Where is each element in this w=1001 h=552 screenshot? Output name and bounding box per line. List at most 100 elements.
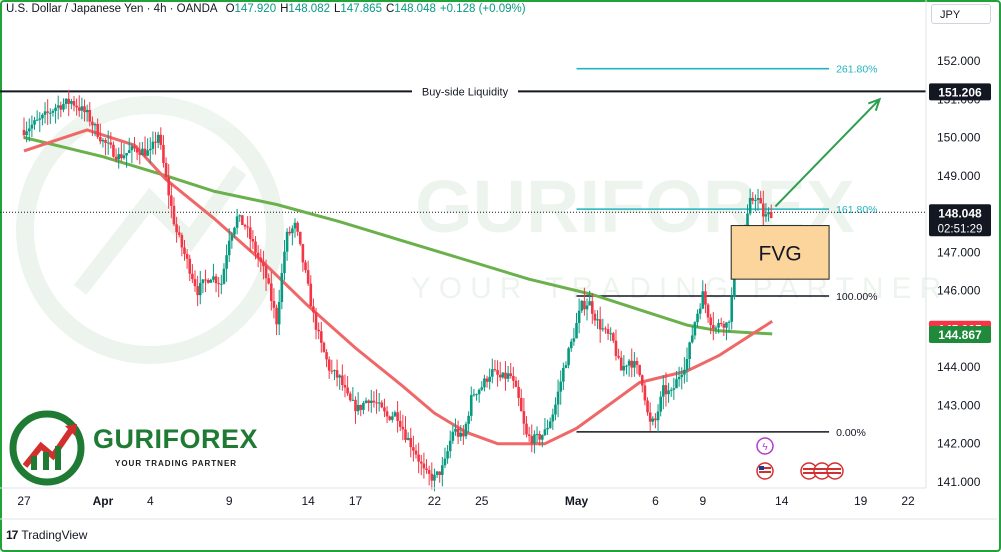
candle-body <box>241 215 244 225</box>
candle-body <box>333 370 336 372</box>
candle-body <box>501 372 505 378</box>
watermark-tagline: YOUR TRADING PARTNER <box>411 272 949 305</box>
candle-body <box>120 154 123 159</box>
candle-body <box>125 152 128 156</box>
candle-body <box>206 280 210 283</box>
candle-body <box>301 244 305 263</box>
candle-body <box>327 359 331 371</box>
candle-body <box>519 397 523 412</box>
candle-body <box>270 283 273 302</box>
candle-body <box>475 394 478 396</box>
candle-body <box>464 423 468 437</box>
footer[interactable]: 17 TradingView <box>6 528 87 542</box>
candle-body <box>138 152 142 156</box>
candle-body <box>567 348 570 366</box>
candle-body <box>67 98 71 104</box>
candle-body <box>22 129 26 136</box>
event-icons[interactable]: ϟ <box>756 437 844 480</box>
candle-body <box>201 279 205 284</box>
candle-body <box>622 365 626 371</box>
candle-body <box>693 322 697 336</box>
candle-body <box>688 342 691 360</box>
candle-body <box>496 370 499 375</box>
watermark-logo <box>16 96 284 364</box>
candle-body <box>188 258 192 274</box>
projection-arrow-head <box>867 97 882 111</box>
annotations: FVG <box>730 97 882 280</box>
candle-body <box>701 291 705 309</box>
candle-body <box>651 418 655 422</box>
candle-body <box>709 317 712 326</box>
candle-body <box>49 112 52 114</box>
time-tick-label: 14 <box>775 494 789 508</box>
candle-body <box>335 370 339 378</box>
candle-body <box>585 305 589 310</box>
symbol-info-bar[interactable]: U.S. Dollar / Japanese Yen · 4h · OANDA … <box>6 3 526 15</box>
candle-body <box>354 399 357 412</box>
candle-body <box>277 302 281 325</box>
candle-body <box>488 376 491 382</box>
candle-body <box>619 357 623 371</box>
price-badge-label: 144.867 <box>938 328 982 342</box>
candle-body <box>459 432 463 437</box>
candle-body <box>469 395 473 416</box>
candle-body <box>640 375 644 386</box>
candle-body <box>33 120 36 125</box>
candle-body <box>433 474 436 481</box>
price-badge-label: 151.206 <box>938 85 982 99</box>
candle-body <box>304 262 307 271</box>
candle-body <box>372 400 376 403</box>
candle-body <box>664 385 668 395</box>
fvg-zone <box>730 225 830 280</box>
candle-body <box>472 394 476 396</box>
price-badge <box>929 325 991 343</box>
candle-body <box>254 241 257 253</box>
candle-body <box>598 319 602 330</box>
candle-body <box>225 255 228 269</box>
candle-body <box>251 238 255 242</box>
candle-body <box>35 119 39 121</box>
candle-body <box>725 322 728 328</box>
candle-body <box>75 105 78 108</box>
candle-body <box>148 148 152 151</box>
candle-body <box>546 427 549 430</box>
candle-body <box>367 400 370 404</box>
candle-body <box>209 279 213 283</box>
candle-body <box>243 224 247 227</box>
candle-body <box>648 412 652 422</box>
candle-body <box>177 232 181 235</box>
candle-body <box>330 370 334 372</box>
candle-body <box>170 195 173 206</box>
candle-body <box>601 328 605 330</box>
candle-body <box>164 163 168 178</box>
candle-body <box>175 224 178 233</box>
candle-body <box>477 389 481 395</box>
candle-body <box>380 402 384 408</box>
low-value: 147.865 <box>340 3 382 15</box>
candle-body <box>114 156 118 160</box>
candle-body <box>727 321 731 323</box>
countdown-label: 02:51:29 <box>938 223 983 235</box>
candle-body <box>614 340 618 356</box>
candle-body <box>146 150 149 156</box>
candle-body <box>54 107 57 111</box>
candle-body <box>588 301 591 306</box>
currency-selector[interactable]: JPY <box>931 4 991 24</box>
candle-body <box>759 198 762 204</box>
candle-body <box>238 215 242 217</box>
candle-body <box>30 124 34 129</box>
candle-body <box>412 447 415 451</box>
candle-body <box>562 367 565 382</box>
candle-body <box>356 404 360 412</box>
candle-body <box>430 473 434 481</box>
time-tick-label: 14 <box>301 494 315 508</box>
candle-body <box>41 114 44 119</box>
candle-body <box>506 373 510 379</box>
candle-body <box>285 231 289 252</box>
candle-body <box>343 385 347 388</box>
time-tick-label: May <box>565 494 589 508</box>
candle-body <box>525 423 528 435</box>
candle-body <box>554 404 557 415</box>
candle-body <box>233 227 236 235</box>
